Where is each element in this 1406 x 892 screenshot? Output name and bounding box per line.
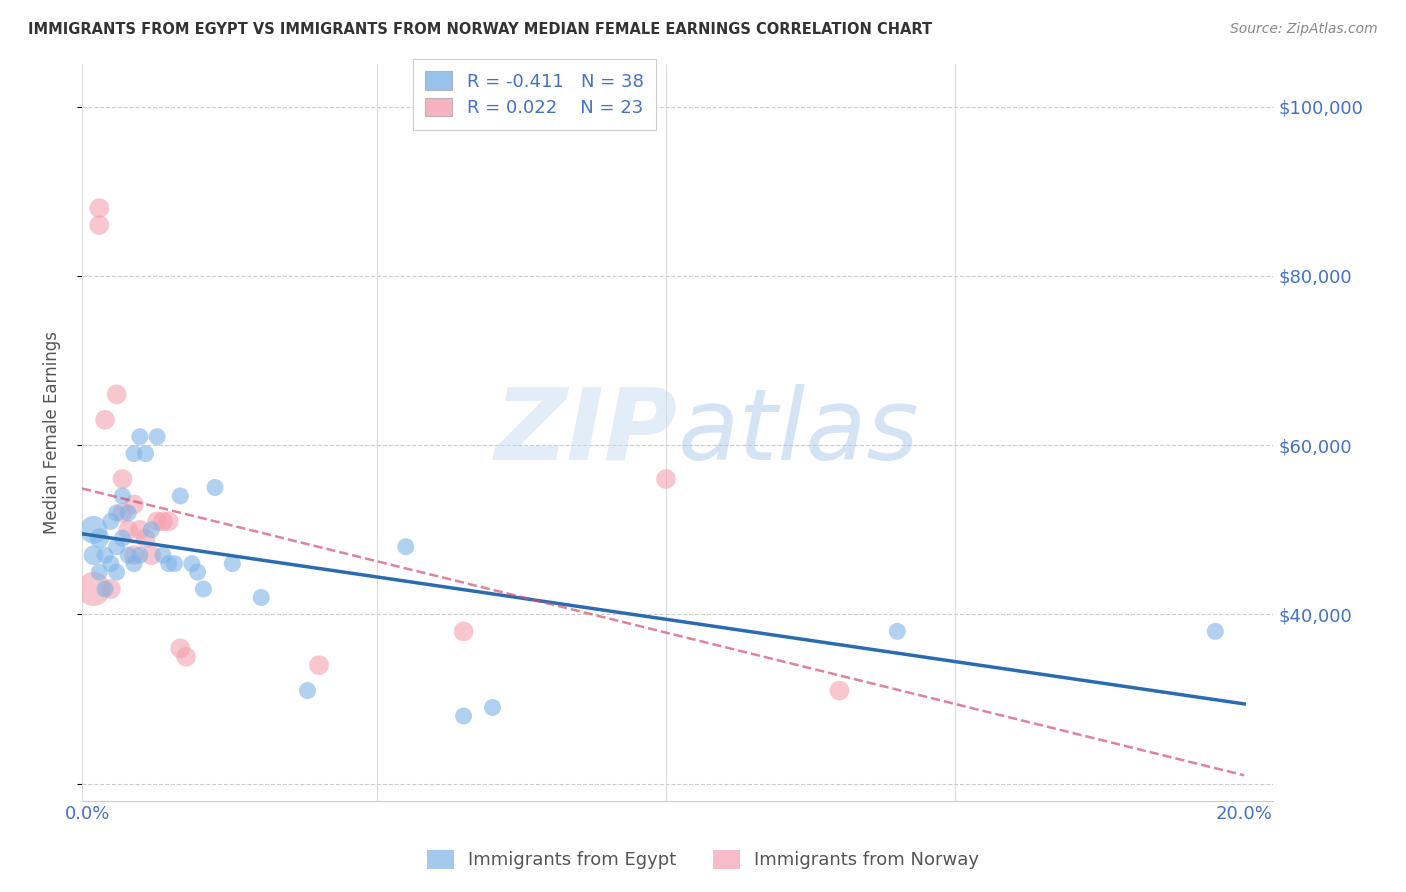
Legend: R = -0.411   N = 38, R = 0.022    N = 23: R = -0.411 N = 38, R = 0.022 N = 23: [413, 59, 657, 130]
Point: [395, 540, 418, 554]
Point: [100, 582, 122, 596]
Point: [83, 523, 105, 537]
Point: [105, 506, 128, 520]
Point: [122, 557, 145, 571]
Point: [89, 531, 111, 545]
Point: [146, 430, 169, 444]
Point: [117, 506, 139, 520]
Point: [169, 641, 191, 656]
Point: [100, 557, 122, 571]
Point: [117, 548, 139, 562]
Point: [250, 591, 273, 605]
Point: [111, 506, 134, 520]
Point: [169, 489, 191, 503]
Point: [886, 624, 908, 639]
Text: Source: ZipAtlas.com: Source: ZipAtlas.com: [1230, 22, 1378, 37]
Point: [128, 548, 150, 562]
Point: [141, 548, 163, 562]
Point: [453, 709, 475, 723]
Point: [481, 700, 503, 714]
Point: [174, 649, 197, 664]
Point: [193, 582, 215, 596]
Point: [117, 523, 139, 537]
Point: [1204, 624, 1226, 639]
Text: ZIP: ZIP: [495, 384, 678, 481]
Point: [122, 447, 145, 461]
Point: [187, 565, 209, 579]
Point: [128, 523, 150, 537]
Point: [297, 683, 319, 698]
Point: [180, 557, 202, 571]
Point: [94, 582, 117, 596]
Point: [146, 514, 169, 528]
Point: [89, 201, 111, 215]
Point: [128, 430, 150, 444]
Point: [122, 548, 145, 562]
Point: [83, 548, 105, 562]
Point: [105, 540, 128, 554]
Point: [94, 548, 117, 562]
Point: [83, 582, 105, 596]
Point: [152, 514, 174, 528]
Point: [94, 413, 117, 427]
Y-axis label: Median Female Earnings: Median Female Earnings: [44, 331, 60, 534]
Point: [157, 514, 180, 528]
Point: [105, 565, 128, 579]
Point: [655, 472, 678, 486]
Point: [204, 480, 226, 494]
Text: IMMIGRANTS FROM EGYPT VS IMMIGRANTS FROM NORWAY MEDIAN FEMALE EARNINGS CORRELATI: IMMIGRANTS FROM EGYPT VS IMMIGRANTS FROM…: [28, 22, 932, 37]
Point: [135, 531, 157, 545]
Point: [453, 624, 475, 639]
Point: [221, 557, 243, 571]
Point: [122, 497, 145, 511]
Point: [141, 523, 163, 537]
Point: [89, 565, 111, 579]
Point: [111, 489, 134, 503]
Point: [308, 658, 330, 673]
Point: [111, 472, 134, 486]
Point: [135, 447, 157, 461]
Point: [828, 683, 851, 698]
Point: [157, 557, 180, 571]
Legend: Immigrants from Egypt, Immigrants from Norway: Immigrants from Egypt, Immigrants from N…: [418, 841, 988, 879]
Point: [89, 218, 111, 232]
Point: [163, 557, 186, 571]
Text: atlas: atlas: [678, 384, 920, 481]
Point: [111, 531, 134, 545]
Point: [100, 514, 122, 528]
Point: [152, 548, 174, 562]
Point: [105, 387, 128, 401]
